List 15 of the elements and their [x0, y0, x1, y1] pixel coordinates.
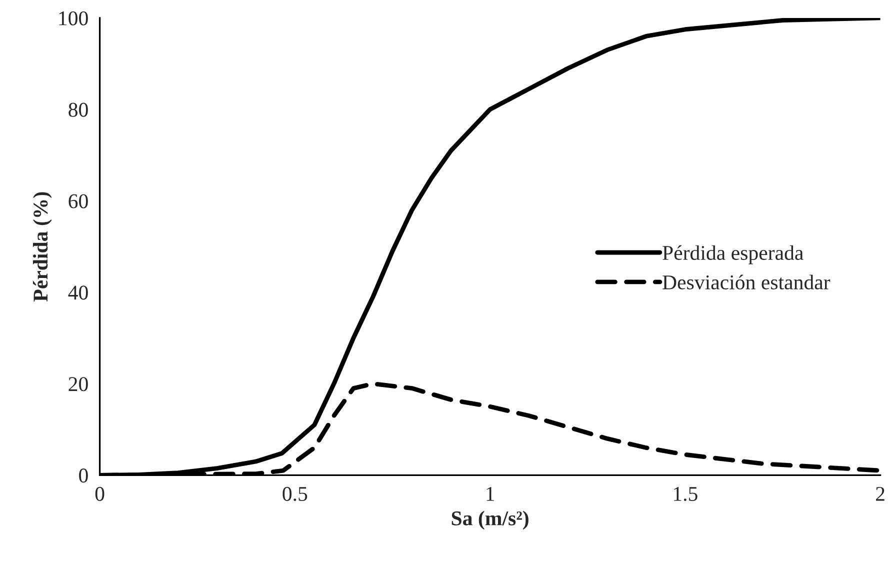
x-tick-label: 2 — [876, 486, 884, 501]
legend-label: Desviación estandar — [662, 274, 830, 290]
y-tick-label: 0 — [79, 468, 88, 483]
y-tick-label: 60 — [68, 194, 88, 208]
x-tick-label: 1.5 — [674, 486, 698, 502]
x-tick-label: 1 — [486, 486, 494, 501]
y-tick-label: 80 — [68, 102, 88, 117]
x-tick-label: 0.5 — [282, 486, 308, 502]
y-tick-label: 100 — [59, 11, 88, 26]
y-tick-label: 40 — [68, 286, 88, 300]
legend-label: Pérdida esperada — [662, 245, 804, 264]
x-axis-title: Sa (m/s²) — [452, 510, 528, 530]
y-axis-title: Pérdida (%) — [32, 192, 52, 302]
y-tick-label: 20 — [68, 377, 88, 392]
x-tick-label: 0 — [95, 486, 104, 501]
